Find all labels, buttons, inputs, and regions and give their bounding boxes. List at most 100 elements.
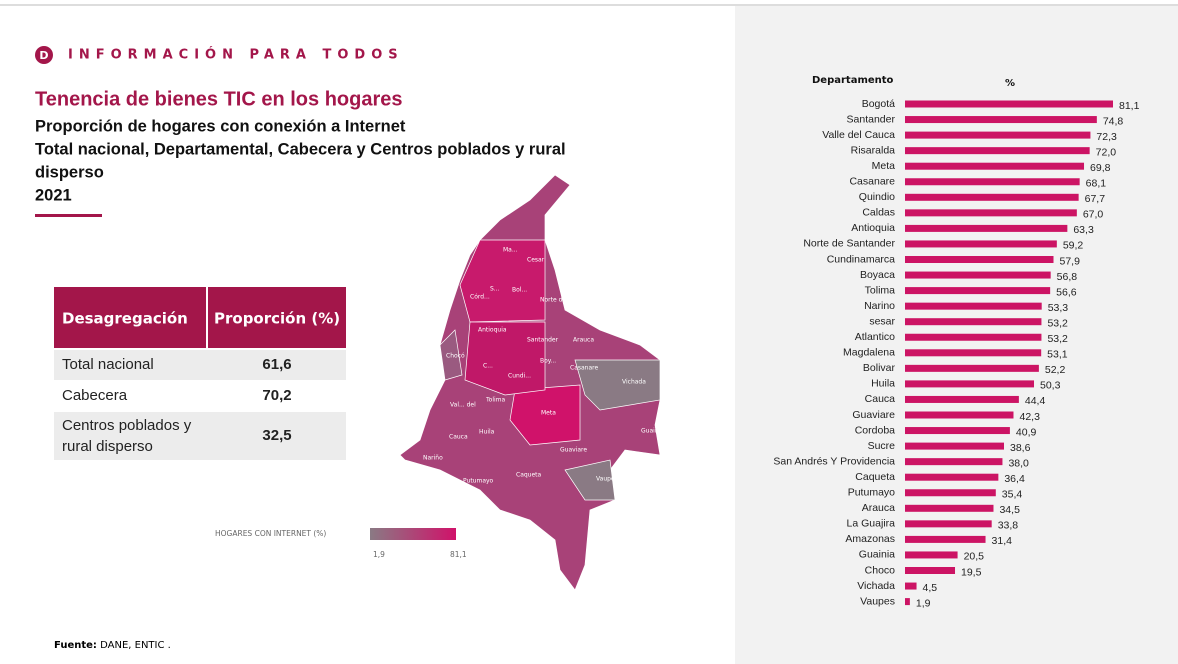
bar: [905, 131, 1091, 139]
category-label: Putumayo: [848, 487, 895, 499]
map-label: Cesar: [527, 257, 545, 264]
category-label: Guainia: [859, 549, 895, 561]
category-label: Bolivar: [863, 362, 896, 374]
category-label: Arauca: [862, 502, 895, 514]
category-label: sesar: [869, 315, 895, 327]
map-label: Val... del: [450, 402, 476, 409]
value-label: 52,2: [1045, 364, 1066, 376]
value-label: 56,8: [1057, 271, 1078, 283]
bar: [905, 520, 992, 528]
category-label: Caqueta: [855, 471, 895, 483]
source-text: DANE, ENTIC .: [100, 640, 171, 651]
map-label: Huila: [479, 429, 495, 436]
map-region: [564, 459, 616, 501]
column-header: Desagregación: [62, 310, 188, 328]
category-label: Huila: [871, 378, 895, 390]
cell: Centros poblados y: [62, 417, 192, 434]
bar: [905, 442, 1004, 450]
map-label: Boy...: [540, 358, 556, 365]
category-header: Departamento: [812, 75, 894, 86]
value-label: 34,5: [999, 504, 1020, 516]
map-label: Córd...: [470, 294, 490, 301]
title: Tenencia de bienes TIC en los hogares: [35, 88, 403, 110]
category-label: Magdalena: [843, 347, 895, 359]
map-region: [464, 321, 546, 396]
category-label: Tolima: [865, 284, 896, 296]
category-label: Choco: [865, 564, 896, 576]
value-label: 42,3: [1019, 411, 1040, 423]
bar: [905, 302, 1042, 310]
map-region: [439, 329, 463, 381]
bar: [905, 147, 1090, 155]
value-label: 36,4: [1004, 473, 1025, 485]
value-label: 59,2: [1063, 240, 1084, 252]
map-label: Meta: [541, 410, 556, 417]
value-label: 4,5: [923, 582, 938, 594]
category-label: Vaupes: [860, 595, 895, 607]
subtitle: 2021: [35, 186, 72, 204]
bar: [905, 318, 1042, 326]
underline: [35, 214, 102, 217]
value-label: 67,7: [1085, 193, 1106, 205]
map-label: Caqueta: [516, 472, 542, 479]
bar: [905, 598, 910, 606]
cell: 32,5: [262, 427, 291, 444]
legend-gradient: [370, 528, 456, 540]
value-label: 35,4: [1002, 489, 1023, 501]
value-label: 69,8: [1090, 162, 1111, 174]
legend-min: 1,9: [373, 550, 385, 559]
category-label: Quindio: [859, 191, 895, 203]
bar: [905, 504, 994, 512]
map-label: Amazonas: [596, 529, 627, 536]
bar: [905, 458, 1003, 466]
category-label: Antioquia: [851, 222, 895, 234]
category-label: Meta: [872, 160, 896, 172]
cell: 70,2: [262, 387, 291, 404]
map-region: [574, 359, 661, 411]
value-label: 40,9: [1016, 426, 1037, 438]
category-label: San Andrés Y Providencia: [773, 455, 895, 467]
map-label: Arauca: [573, 337, 594, 344]
category-label: Risaralda: [851, 144, 896, 156]
map-label: Cauca: [449, 434, 468, 441]
category-label: La Guajira: [847, 518, 896, 530]
value-label: 74,8: [1103, 115, 1124, 127]
bar: [905, 395, 1019, 403]
value-label: 53,2: [1047, 333, 1068, 345]
subtitle: Total nacional, Departamental, Cabecera …: [35, 140, 566, 158]
source-label: Fuente:: [54, 640, 97, 651]
cell: Total nacional: [62, 356, 154, 373]
brand: INFORMACIÓN PARA TODOS: [68, 47, 404, 63]
bar: [905, 271, 1051, 279]
category-label: Valle del Cauca: [822, 129, 895, 141]
cell: rural disperso: [62, 438, 153, 455]
category-label: Amazonas: [845, 533, 895, 545]
map-label: Tolima: [485, 397, 505, 404]
category-label: Bogotá: [862, 98, 895, 110]
bar: [905, 489, 996, 497]
bar: [905, 240, 1057, 248]
value-header: %: [1005, 78, 1015, 89]
subtitle: disperso: [35, 163, 104, 181]
value-label: 50,3: [1040, 380, 1061, 392]
map-label: S...: [490, 286, 500, 293]
bar: [905, 162, 1085, 170]
category-label: Guaviare: [852, 409, 895, 421]
category-label: Boyaca: [860, 269, 895, 281]
subtitle: Proporción de hogares con conexión a Int…: [35, 117, 406, 135]
bar: [905, 567, 956, 574]
map-label: Antioquia: [478, 327, 507, 334]
value-label: 33,8: [998, 520, 1019, 532]
legend-max: 81,1: [450, 550, 467, 559]
bar: [905, 224, 1068, 232]
cell: 61,6: [262, 356, 291, 373]
category-label: Cauca: [865, 393, 896, 405]
value-label: 44,4: [1025, 395, 1046, 407]
legend-title: HOGARES CON INTERNET (%): [215, 529, 326, 538]
category-label: Narino: [864, 300, 895, 312]
bar: [905, 427, 1010, 435]
bar: [905, 535, 986, 543]
map-label: Chocó: [446, 353, 465, 360]
bar: [905, 116, 1097, 124]
table-row: [54, 350, 346, 380]
